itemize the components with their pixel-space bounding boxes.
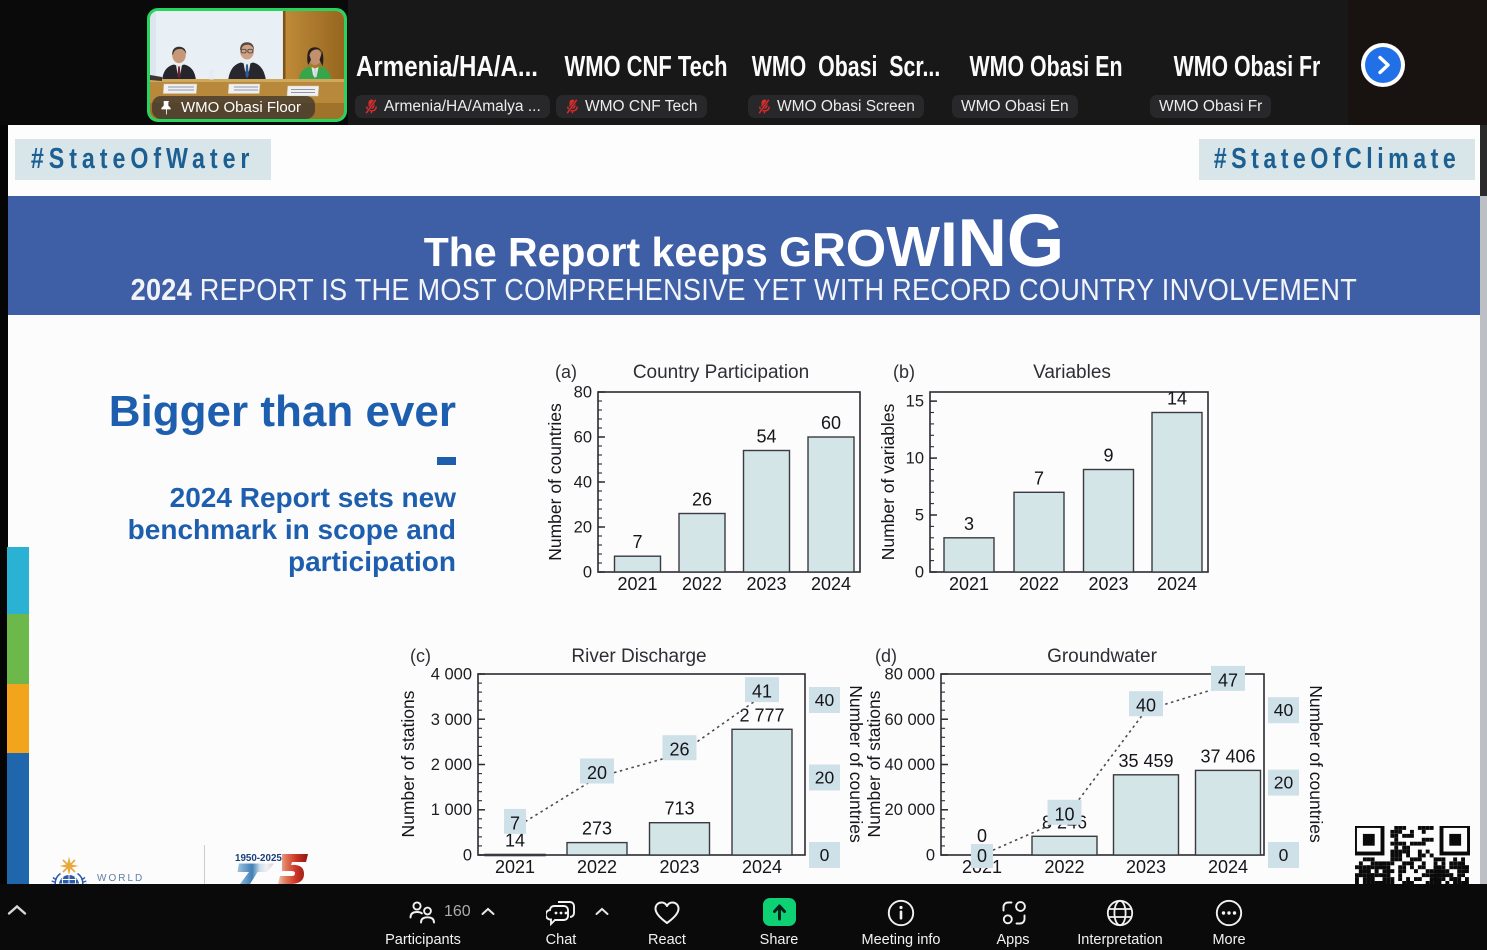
svg-text:41: 41 [752,682,772,702]
svg-text:14: 14 [505,830,525,850]
svg-text:2 000: 2 000 [431,756,472,774]
svg-text:0: 0 [463,847,472,865]
svg-text:4 000: 4 000 [431,666,472,684]
svg-text:Number of variables: Number of variables [878,403,898,560]
svg-text:2024: 2024 [742,857,782,877]
svg-text:2022: 2022 [682,574,722,594]
svg-text:Variables: Variables [1033,362,1111,383]
svg-text:20 000: 20 000 [885,801,935,819]
svg-text:20: 20 [574,519,592,537]
svg-text:0: 0 [926,847,935,865]
svg-text:(a): (a) [555,362,577,382]
svg-text:713: 713 [664,799,694,819]
svg-text:Country Participation: Country Participation [633,362,809,383]
svg-text:(c): (c) [410,646,431,666]
svg-text:10: 10 [1054,804,1074,824]
svg-text:2023: 2023 [746,574,786,594]
svg-text:2022: 2022 [1044,857,1084,877]
svg-text:40: 40 [1274,700,1294,720]
svg-text:54: 54 [756,427,776,447]
svg-text:0: 0 [583,564,592,582]
svg-text:3 000: 3 000 [431,711,472,729]
svg-text:273: 273 [582,819,612,839]
svg-text:(d): (d) [875,646,897,666]
svg-text:15: 15 [906,393,924,411]
svg-text:0: 0 [1279,845,1289,865]
svg-text:2023: 2023 [659,857,699,877]
svg-text:40: 40 [815,690,835,710]
svg-text:60 000: 60 000 [885,711,935,729]
svg-text:20: 20 [815,768,835,788]
svg-text:7: 7 [510,813,520,833]
svg-text:Number of countries: Number of countries [1306,685,1326,843]
svg-text:14: 14 [1167,389,1187,409]
svg-text:2024: 2024 [1208,857,1248,877]
svg-text:2022: 2022 [1019,574,1059,594]
svg-text:2023: 2023 [1126,857,1166,877]
svg-text:2021: 2021 [949,574,989,594]
svg-text:0: 0 [820,845,830,865]
svg-text:40 000: 40 000 [885,756,935,774]
svg-text:Number of countries: Number of countries [545,403,565,561]
svg-text:River Discharge: River Discharge [571,646,706,667]
svg-text:Number of stations: Number of stations [398,690,418,837]
svg-text:60: 60 [821,413,841,433]
svg-text:2022: 2022 [577,857,617,877]
svg-text:0: 0 [915,564,924,582]
svg-text:35 459: 35 459 [1118,751,1173,771]
svg-text:2021: 2021 [617,574,657,594]
svg-text:40: 40 [1136,696,1156,716]
svg-text:47: 47 [1218,670,1238,690]
svg-text:Groundwater: Groundwater [1047,646,1158,667]
svg-text:80 000: 80 000 [885,666,935,684]
svg-text:9: 9 [1103,446,1113,466]
svg-text:0: 0 [977,826,987,846]
svg-text:7: 7 [1034,468,1044,488]
svg-text:37 406: 37 406 [1200,746,1255,766]
svg-text:20: 20 [1274,773,1294,793]
svg-text:60: 60 [574,429,592,447]
svg-text:80: 80 [574,384,592,402]
svg-text:2 777: 2 777 [739,705,784,725]
svg-text:26: 26 [669,740,689,760]
svg-text:26: 26 [692,490,712,510]
svg-text:0: 0 [977,846,987,866]
svg-text:20: 20 [587,763,607,783]
svg-text:2024: 2024 [811,574,851,594]
svg-text:1 000: 1 000 [431,801,472,819]
svg-text:3: 3 [964,514,974,534]
svg-text:2023: 2023 [1088,574,1128,594]
svg-text:10: 10 [906,450,924,468]
svg-text:1950-2025: 1950-2025 [235,853,282,864]
svg-text:Number of countries: Number of countries [846,685,863,843]
svg-text:5: 5 [915,507,924,525]
svg-text:2021: 2021 [495,857,535,877]
svg-text:(b): (b) [893,362,915,382]
svg-text:WORLD: WORLD [97,873,144,884]
svg-text:2024: 2024 [1157,574,1197,594]
svg-text:7: 7 [632,532,642,552]
svg-text:Number of stations: Number of stations [864,690,884,837]
svg-text:40: 40 [574,474,592,492]
